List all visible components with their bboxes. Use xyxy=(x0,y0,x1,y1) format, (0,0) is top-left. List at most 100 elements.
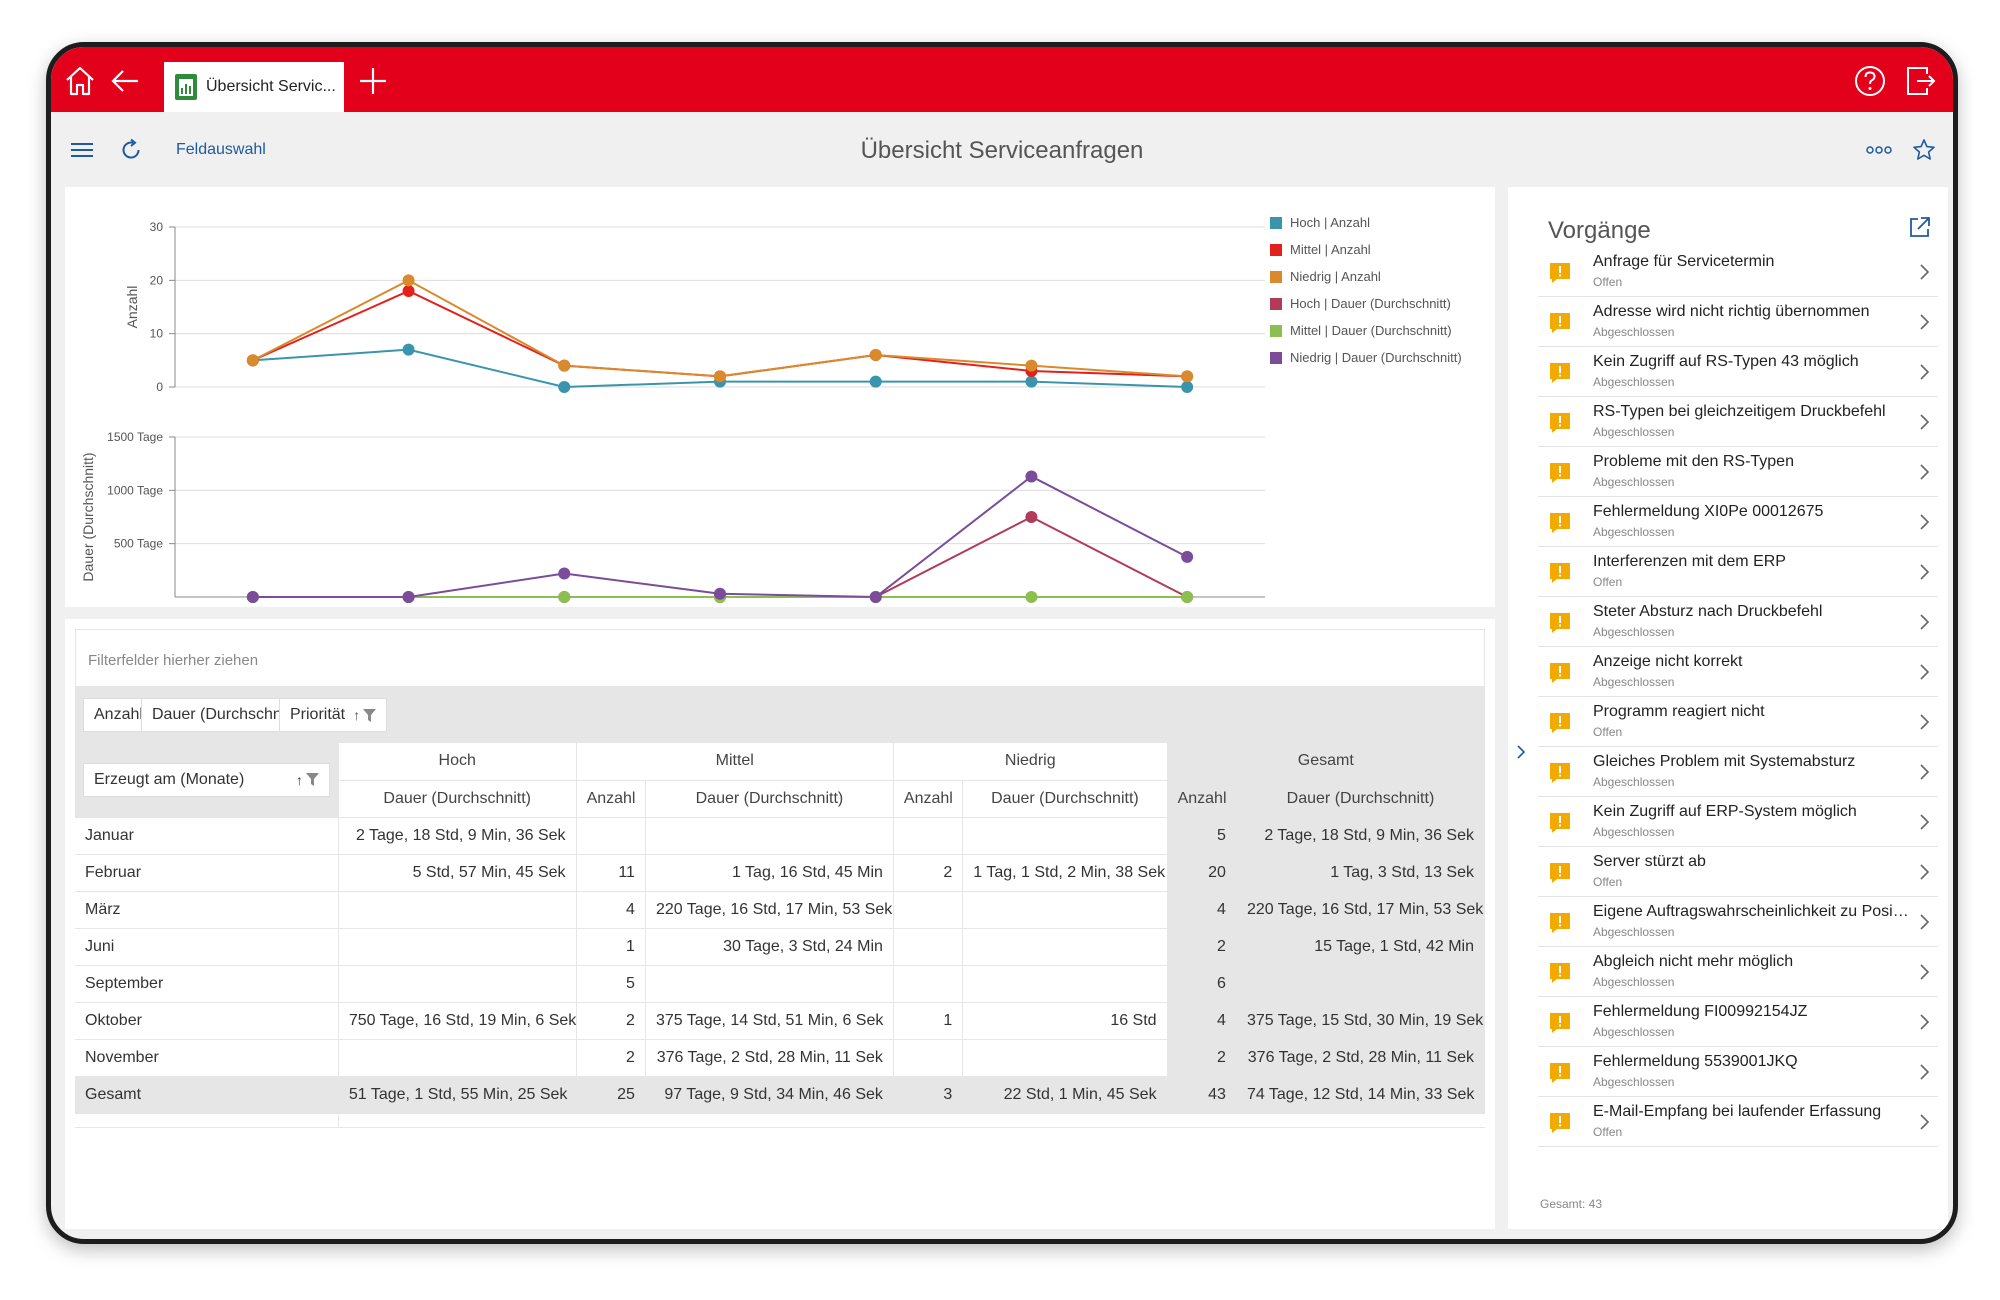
case-status: Abgeschlossen xyxy=(1593,325,1675,339)
data-point[interactable] xyxy=(1025,591,1038,603)
row-label[interactable]: Oktober xyxy=(75,1002,339,1040)
hamburger-menu-icon[interactable] xyxy=(71,142,93,158)
legend-item[interactable]: Mittel | Dauer (Durchschnitt) xyxy=(1270,317,1462,344)
chevron-right-icon[interactable] xyxy=(1918,913,1930,931)
data-point[interactable] xyxy=(558,567,571,580)
case-list-item[interactable]: Abgleich nicht mehr möglich Abgeschlossen xyxy=(1538,947,1938,997)
legend-item[interactable]: Niedrig | Dauer (Durchschnitt) xyxy=(1270,344,1462,371)
data-point[interactable] xyxy=(1181,370,1194,383)
filter-icon[interactable] xyxy=(363,708,377,722)
more-options-icon[interactable] xyxy=(1866,146,1892,154)
chip-prioritaet[interactable]: Priorität ↑ xyxy=(279,698,388,732)
filter-drop-area[interactable]: Filterfelder hierher ziehen xyxy=(75,629,1485,687)
chevron-right-icon[interactable] xyxy=(1918,1013,1930,1031)
case-list-item[interactable]: Kein Zugriff auf ERP-System möglich Abges… xyxy=(1538,797,1938,847)
group-header-hoch[interactable]: Hoch xyxy=(338,743,577,781)
chevron-right-icon[interactable] xyxy=(1918,713,1930,731)
data-point[interactable] xyxy=(1181,550,1194,563)
favorite-star-icon[interactable] xyxy=(1912,138,1936,162)
data-point[interactable] xyxy=(246,354,259,367)
group-header-niedrig[interactable]: Niedrig xyxy=(893,743,1168,781)
case-list-item[interactable]: Anzeige nicht korrekt Abgeschlossen xyxy=(1538,647,1938,697)
data-point[interactable] xyxy=(558,381,571,393)
chevron-right-icon[interactable] xyxy=(1918,863,1930,881)
case-list-item[interactable]: Steter Absturz nach Druckbefehl Abgeschlo… xyxy=(1538,597,1938,647)
case-list-item[interactable]: E-Mail-Empfang bei laufender Erfassung Of… xyxy=(1538,1097,1938,1147)
legend-item[interactable]: Hoch | Dauer (Durchschnitt) xyxy=(1270,290,1462,317)
data-point[interactable] xyxy=(558,591,571,603)
back-arrow-icon[interactable] xyxy=(108,64,142,98)
data-point[interactable] xyxy=(1025,470,1038,483)
data-point[interactable] xyxy=(402,343,415,356)
data-point[interactable] xyxy=(1181,381,1194,393)
logout-icon[interactable] xyxy=(1903,64,1937,98)
chevron-right-icon[interactable] xyxy=(1918,813,1930,831)
case-list-item[interactable]: Anfrage für Servicetermin Offen xyxy=(1538,247,1938,297)
case-list-item[interactable]: Fehlermeldung 5539001JKQ Abgeschlossen xyxy=(1538,1047,1938,1097)
new-tab-plus-icon[interactable] xyxy=(356,64,390,98)
case-list-item[interactable]: RS-Typen bei gleichzeitigem Druckbefehl A… xyxy=(1538,397,1938,447)
data-point[interactable] xyxy=(714,587,726,600)
field-select-link[interactable]: Feldauswahl xyxy=(176,141,266,158)
chevron-right-icon[interactable] xyxy=(1918,563,1930,581)
row-label[interactable]: Februar xyxy=(75,854,339,892)
row-label[interactable]: November xyxy=(75,1039,339,1077)
row-label[interactable]: März xyxy=(75,891,339,929)
chevron-right-icon[interactable] xyxy=(1918,513,1930,531)
case-list-item[interactable]: Kein Zugriff auf RS-Typen 43 möglich Abge… xyxy=(1538,347,1938,397)
help-icon[interactable] xyxy=(1853,64,1887,98)
data-point[interactable] xyxy=(402,274,415,287)
case-list-item[interactable]: Eigene Auftragswahrscheinlichkeit zu Pos… xyxy=(1538,897,1938,947)
row-label[interactable]: Gesamt xyxy=(75,1076,339,1114)
open-external-icon[interactable] xyxy=(1908,215,1932,239)
row-label[interactable]: Juni xyxy=(75,928,339,966)
legend-item[interactable]: Hoch | Anzahl xyxy=(1270,209,1462,236)
case-status: Abgeschlossen xyxy=(1593,775,1675,789)
case-list-item[interactable]: Fehlermeldung FI00992154JZ Abgeschlossen xyxy=(1538,997,1938,1047)
data-point[interactable] xyxy=(1025,359,1038,372)
home-icon[interactable] xyxy=(63,64,97,98)
chevron-right-icon[interactable] xyxy=(1918,613,1930,631)
row-field-filter-icon[interactable] xyxy=(305,773,319,787)
data-point[interactable] xyxy=(869,375,882,388)
data-point[interactable] xyxy=(402,591,415,603)
row-label[interactable]: September xyxy=(75,965,339,1003)
data-point[interactable] xyxy=(1025,511,1038,523)
chevron-right-icon[interactable] xyxy=(1918,313,1930,331)
sort-ascending-icon[interactable]: ↑ xyxy=(353,707,361,723)
chevron-right-icon[interactable] xyxy=(1918,413,1930,431)
legend-item[interactable]: Mittel | Anzahl xyxy=(1270,236,1462,263)
group-header-mittel[interactable]: Mittel xyxy=(576,743,894,781)
chevron-right-icon[interactable] xyxy=(1918,363,1930,381)
selected-item-indicator-icon xyxy=(1517,745,1526,759)
tab-overview[interactable]: Übersicht Servic... xyxy=(164,62,344,112)
case-list-item[interactable]: Fehlermeldung XI0Pe 00012675 Abgeschlosse… xyxy=(1538,497,1938,547)
data-point[interactable] xyxy=(558,359,571,372)
data-point[interactable] xyxy=(1025,375,1038,388)
case-list-item[interactable]: Probleme mit den RS-Typen Abgeschlossen xyxy=(1538,447,1938,497)
chevron-right-icon[interactable] xyxy=(1918,263,1930,281)
chevron-right-icon[interactable] xyxy=(1918,763,1930,781)
case-list-item[interactable]: Server stürzt ab Offen xyxy=(1538,847,1938,897)
chevron-right-icon[interactable] xyxy=(1918,1113,1930,1131)
chevron-right-icon[interactable] xyxy=(1918,463,1930,481)
data-point[interactable] xyxy=(402,285,415,297)
data-point[interactable] xyxy=(1181,591,1194,603)
refresh-icon[interactable] xyxy=(119,138,143,162)
case-list-item[interactable]: Programm reagiert nicht Offen xyxy=(1538,697,1938,747)
data-point[interactable] xyxy=(869,349,882,361)
row-label[interactable]: Januar xyxy=(75,817,339,855)
case-list-item[interactable]: Gleiches Problem mit Systemabsturz Abgesc… xyxy=(1538,747,1938,797)
chevron-right-icon[interactable] xyxy=(1918,963,1930,981)
data-point[interactable] xyxy=(246,591,259,603)
data-point[interactable] xyxy=(869,591,882,603)
legend-item[interactable]: Niedrig | Anzahl xyxy=(1270,263,1462,290)
case-list-item[interactable]: Adresse wird nicht richtig übernommen Abg… xyxy=(1538,297,1938,347)
case-list-item[interactable]: Interferenzen mit dem ERP Offen xyxy=(1538,547,1938,597)
row-field-chip[interactable]: Erzeugt am (Monate) ↑ xyxy=(83,762,330,797)
cell-mittel-dauer: 30 Tage, 3 Std, 24 Min xyxy=(645,928,894,966)
data-point[interactable] xyxy=(714,370,726,383)
chevron-right-icon[interactable] xyxy=(1918,1063,1930,1081)
chevron-right-icon[interactable] xyxy=(1918,663,1930,681)
row-field-sort-icon[interactable]: ↑ xyxy=(295,771,303,788)
